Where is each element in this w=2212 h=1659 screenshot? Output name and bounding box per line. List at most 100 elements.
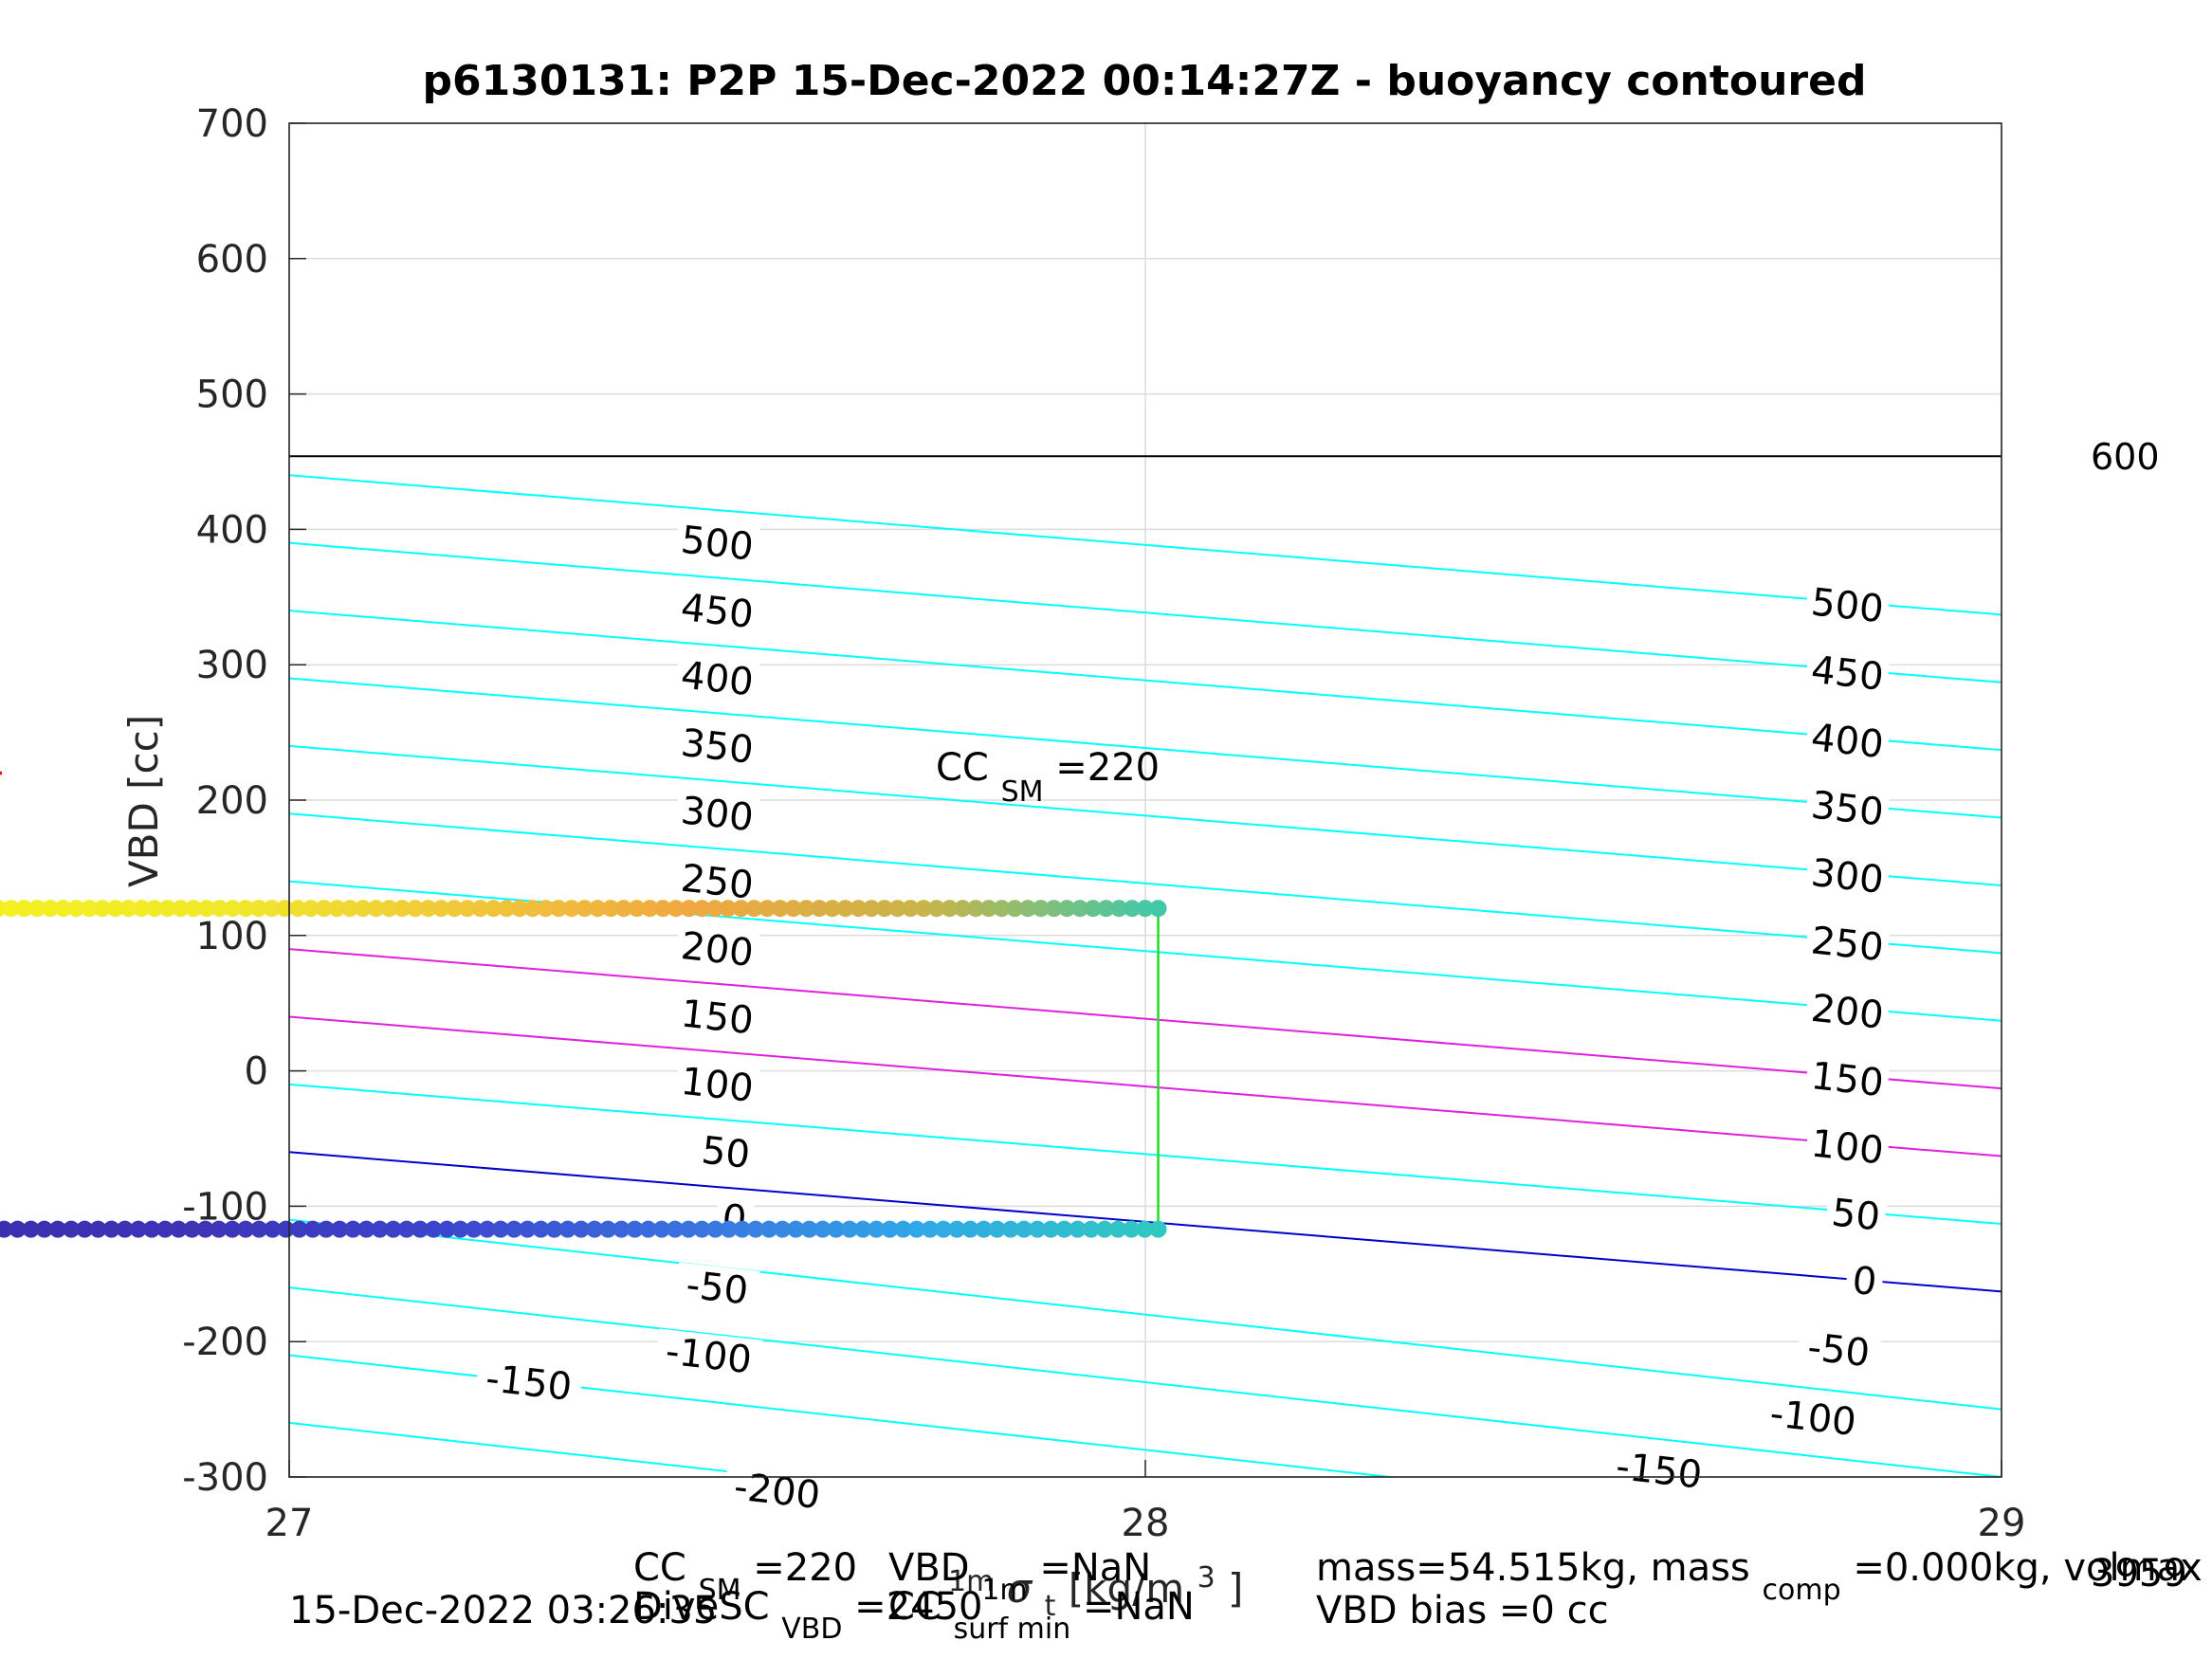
data-point-series-1 (210, 900, 229, 918)
x-label-pre: 1m (948, 1565, 994, 1598)
data-point-series-1 (863, 900, 881, 918)
data-point-series-1 (446, 900, 464, 918)
contour-label: 50 (1824, 1190, 1888, 1240)
data-point-series-2 (397, 1220, 415, 1238)
data-point-series-1 (1045, 900, 1063, 918)
contour-label-text: 250 (1809, 919, 1886, 970)
contour-line-300 (289, 744, 2002, 886)
data-point-series-2 (223, 1220, 241, 1238)
contour-label-text: 300 (679, 789, 756, 840)
data-point-series-1 (602, 900, 620, 918)
contour-label-bg (674, 1059, 760, 1110)
data-point-series-1 (836, 900, 854, 918)
data-point-series-2 (961, 1220, 979, 1238)
contour-label-bg (674, 856, 760, 907)
data-point-series-2 (344, 1220, 362, 1238)
data-point-series-1 (498, 900, 516, 918)
data-point-series-1 (67, 900, 85, 918)
data-point-series-1 (2, 900, 20, 918)
data-point-series-1 (641, 900, 659, 918)
data-point-series-1 (393, 900, 411, 918)
x-tick-label: 27 (265, 1502, 314, 1545)
contour-label: -150 (1604, 1443, 1713, 1498)
data-point-series-1 (576, 900, 594, 918)
data-point-series-2 (787, 1220, 805, 1238)
contour-label-bg (1804, 918, 1891, 969)
data-point-series-1 (875, 900, 893, 918)
data-point-series-1 (732, 900, 750, 918)
data-point-series-2 (1015, 1220, 1033, 1238)
contour-label-text: 0 (1850, 1259, 1878, 1305)
footer-vbd: VBD 1m =NaN (888, 1546, 1151, 1609)
contour-label: 500 (674, 518, 760, 570)
data-point-series-2 (894, 1220, 912, 1238)
contour-label-bg (674, 923, 760, 975)
data-point-series-2 (425, 1220, 443, 1238)
contour-label-text: -50 (1805, 1325, 1872, 1376)
y-tick-label: 600 (196, 238, 268, 282)
data-point-series-1 (367, 900, 385, 918)
data-point-series-2 (63, 1220, 81, 1238)
data-point-series-1 (693, 900, 711, 918)
y-tick-label: 700 (196, 102, 268, 146)
contour-label-text: 150 (679, 992, 756, 1043)
contour-label-bg (674, 788, 760, 839)
data-point-series-2 (519, 1220, 537, 1238)
data-point-series-1 (185, 900, 203, 918)
contour-line-150 (289, 948, 2002, 1090)
contour-label-text: -50 (684, 1264, 750, 1314)
contour-label-bg (474, 1356, 583, 1409)
data-point-series-2 (733, 1220, 751, 1238)
data-point-series-2 (907, 1220, 925, 1238)
contour-label-bg (1759, 1391, 1868, 1445)
data-point-series-2 (558, 1220, 576, 1238)
data-point-series-2 (76, 1220, 94, 1238)
contour-line-250 (289, 812, 2002, 955)
data-point-series-2 (706, 1220, 724, 1238)
contour-label: -150 (474, 1356, 583, 1410)
data-point-series-2 (237, 1220, 255, 1238)
data-point-series-1 (823, 900, 841, 918)
data-point-series-1 (654, 900, 672, 918)
data-point-series-1 (1110, 900, 1128, 918)
y-tick-label: 300 (196, 644, 268, 687)
data-point-series-1 (237, 900, 255, 918)
data-point-series-1 (432, 900, 450, 918)
data-point-series-1 (1149, 900, 1167, 918)
contour-label-text: 200 (679, 924, 756, 975)
data-point-series-1 (263, 900, 281, 918)
contour-label: 150 (1804, 1053, 1891, 1105)
data-point-series-1 (550, 900, 568, 918)
contour-label: 100 (674, 1059, 760, 1111)
contour-label-text: 350 (1809, 784, 1886, 835)
contour-line-500 (289, 474, 2002, 616)
data-point-series-2 (9, 1220, 27, 1238)
cc-sm-annotation: CC SM =220 (936, 746, 1160, 811)
footer-divesc-sub: VBD (781, 1613, 842, 1646)
footer-vbd-main: VBD (888, 1546, 970, 1590)
footer-mass: mass=54.515kg, mass comp =0.000kg, volma… (1316, 1546, 2203, 1609)
data-point-series-2 (492, 1220, 510, 1238)
footer-volmax-value: 3959 (2091, 1552, 2187, 1595)
data-point-series-1 (93, 900, 111, 918)
data-point-series-2 (156, 1220, 174, 1238)
contour-label-text: 450 (679, 586, 756, 637)
contour-label-text: 50 (700, 1129, 753, 1177)
contour-label-bg (1804, 986, 1891, 1037)
contour-label-text: 350 (679, 721, 756, 773)
footer: CC SM =220 VBD 1m =NaN mass=54.515kg, ma… (289, 1546, 2203, 1646)
data-point-series-2 (881, 1220, 899, 1238)
data-point-series-2 (975, 1220, 993, 1238)
contour-label: 150 (674, 991, 760, 1044)
footer-vbd-val: =NaN (1039, 1546, 1151, 1590)
y-tick-label: -300 (182, 1456, 268, 1500)
limit-line-label: 600 (2091, 436, 2160, 478)
data-point-series-1 (537, 900, 555, 918)
data-point-series-2 (0, 1220, 13, 1238)
data-point-series-1 (133, 900, 151, 918)
data-point-series-1 (302, 900, 320, 918)
y-tick-label: 200 (196, 779, 268, 823)
data-point-series-2 (599, 1220, 617, 1238)
data-point-series-2 (331, 1220, 349, 1238)
